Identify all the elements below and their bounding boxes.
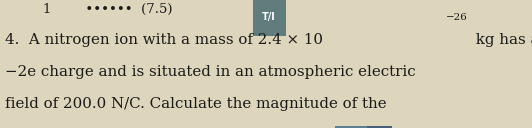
- Text: −26: −26: [446, 13, 468, 22]
- FancyBboxPatch shape: [367, 126, 392, 128]
- FancyBboxPatch shape: [253, 0, 286, 36]
- Text: kg has a: kg has a: [471, 33, 532, 47]
- FancyBboxPatch shape: [335, 126, 368, 128]
- Text: 1        ••••••  (7.5): 1 •••••• (7.5): [43, 3, 172, 16]
- Text: field of 200.0 N/C. Calculate the magnitude of the: field of 200.0 N/C. Calculate the magnit…: [5, 97, 387, 111]
- Text: 4.  A nitrogen ion with a mass of 2.4 × 10: 4. A nitrogen ion with a mass of 2.4 × 1…: [5, 33, 323, 47]
- Text: −2e charge and is situated in an atmospheric electric: −2e charge and is situated in an atmosph…: [5, 65, 416, 79]
- Text: T/I: T/I: [262, 12, 276, 22]
